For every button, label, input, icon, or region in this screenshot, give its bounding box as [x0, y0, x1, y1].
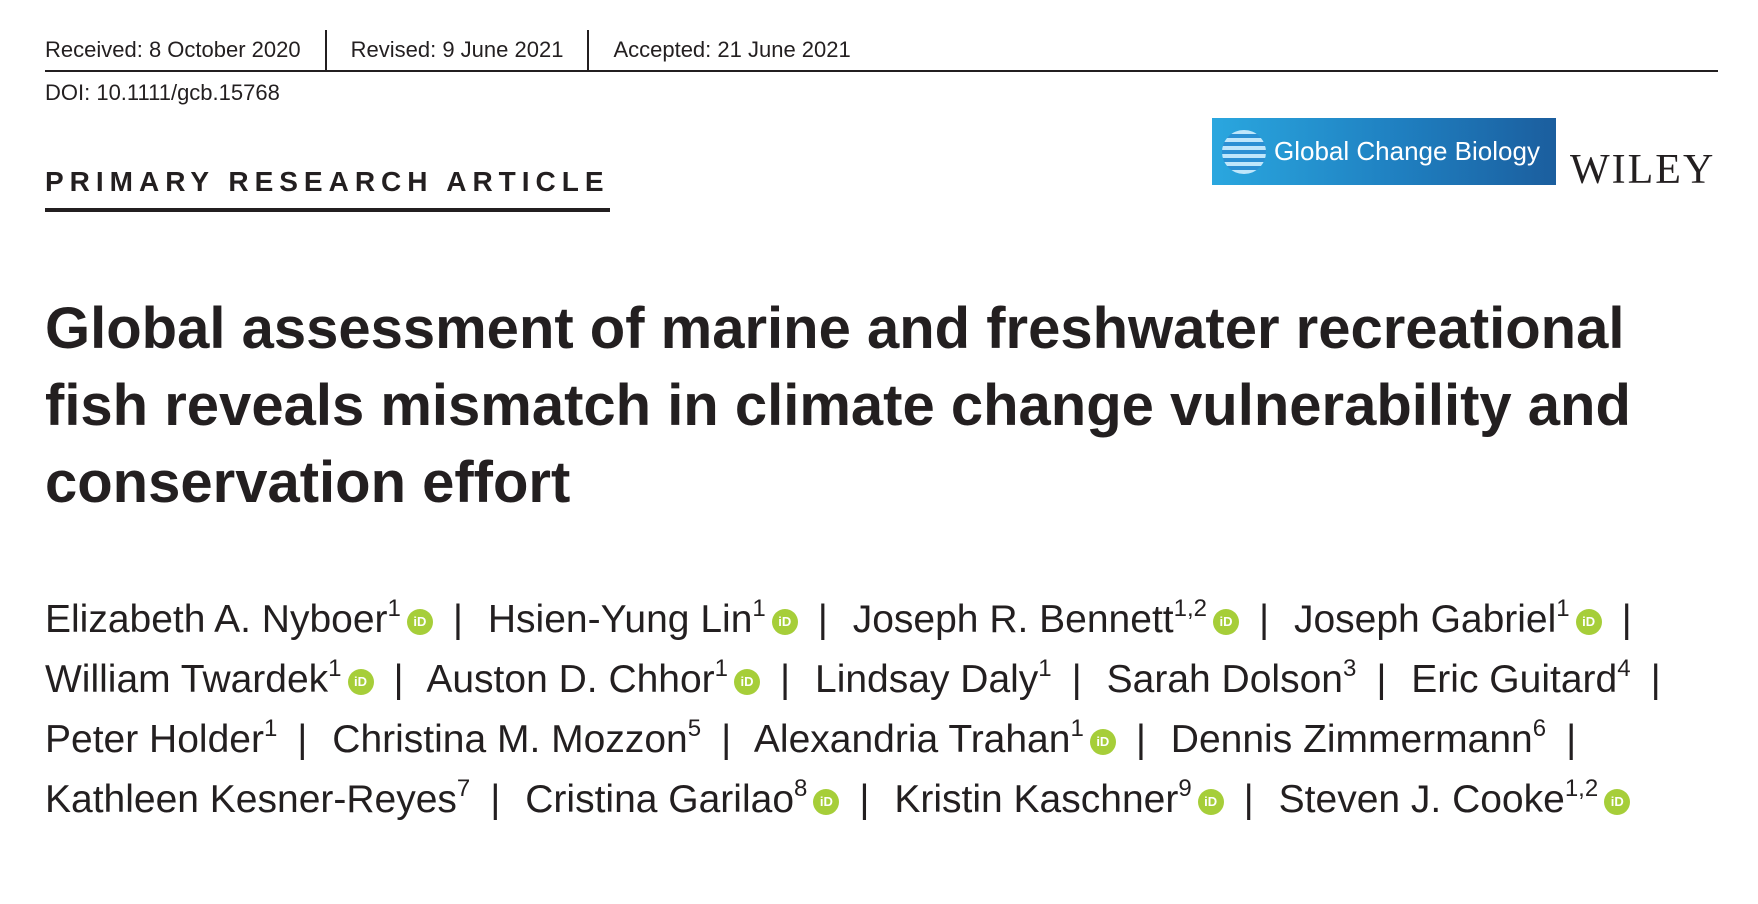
author-separator: |: [1621, 598, 1632, 641]
author-name: Christina M. Mozzon: [332, 718, 688, 761]
author-name: Dennis Zimmermann: [1170, 718, 1533, 761]
affiliation-number: 5: [687, 715, 702, 742]
author[interactable]: Alexandria Trahan1 iD: [753, 715, 1116, 761]
orcid-icon[interactable]: iD: [734, 668, 761, 695]
author-name: Lindsay Daly: [815, 658, 1039, 701]
author[interactable]: Cristina Garilao8 iD: [525, 775, 840, 821]
author-name: Eric Guitard: [1411, 658, 1618, 701]
affiliation-number: 6: [1532, 715, 1547, 742]
orcid-icon[interactable]: iD: [1089, 728, 1116, 755]
affiliation-number: 1: [387, 595, 401, 622]
author-separator: |: [1243, 778, 1254, 821]
author-separator: |: [817, 598, 828, 641]
affiliation-number: 8: [794, 775, 808, 802]
affiliation-number: 1: [1556, 595, 1570, 622]
author-name: Kathleen Kesner-Reyes: [45, 778, 457, 821]
author-name: Alexandria Trahan: [753, 718, 1071, 761]
orcid-icon[interactable]: iD: [406, 608, 433, 635]
author-name: Kristin Kaschner: [894, 778, 1179, 821]
author-separator: |: [1650, 658, 1661, 701]
affiliation-number: 1: [328, 655, 342, 682]
author[interactable]: Elizabeth A. Nyboer1 iD: [45, 595, 433, 641]
affiliation-number: 1: [1070, 715, 1084, 742]
author-name: Auston D. Chhor: [426, 658, 715, 701]
author[interactable]: Joseph Gabriel1 iD: [1293, 595, 1602, 641]
author-separator: |: [297, 718, 308, 761]
author-name: Joseph Gabriel: [1293, 598, 1557, 641]
author-name: Peter Holder: [45, 718, 264, 761]
author[interactable]: Dennis Zimmermann6: [1170, 715, 1547, 762]
orcid-icon[interactable]: iD: [1604, 788, 1631, 815]
affiliation-number: 9: [1178, 775, 1192, 802]
affiliation-number: 1: [263, 715, 278, 742]
affiliation-number: 4: [1617, 655, 1631, 682]
orcid-icon[interactable]: iD: [347, 668, 374, 695]
author-separator: |: [1566, 718, 1577, 761]
orcid-icon[interactable]: iD: [1197, 788, 1224, 815]
affiliation-number: 7: [456, 775, 471, 802]
affiliation-number: 3: [1342, 655, 1357, 682]
author-separator: |: [859, 778, 870, 821]
author[interactable]: Joseph R. Bennett1,2 iD: [852, 595, 1239, 641]
accepted-date: Accepted: 21 June 2021: [613, 37, 851, 62]
publisher-logo: WILEY: [1570, 147, 1716, 193]
author[interactable]: Peter Holder1: [45, 715, 278, 762]
orcid-icon[interactable]: iD: [1212, 608, 1239, 635]
author[interactable]: Hsien-Yung Lin1 iD: [487, 595, 798, 641]
article-type: PRIMARY RESEARCH ARTICLE: [45, 166, 610, 212]
author-separator: |: [1135, 718, 1146, 761]
author[interactable]: Steven J. Cooke1,2 iD: [1278, 775, 1631, 821]
author-list: Elizabeth A. Nyboer1 iD | Hsien-Yung Lin1 i…: [45, 590, 1735, 830]
author-separator: |: [780, 658, 791, 701]
author[interactable]: Kathleen Kesner-Reyes7: [45, 775, 471, 822]
author[interactable]: Eric Guitard4: [1411, 655, 1631, 702]
author-name: Steven J. Cooke: [1278, 778, 1565, 821]
author-name: Sarah Dolson: [1106, 658, 1343, 701]
journal-logo-text: Global Change Biology: [1274, 136, 1540, 166]
author[interactable]: William Twardek1 iD: [45, 655, 374, 701]
orcid-icon[interactable]: iD: [1575, 608, 1602, 635]
author-name: Hsien-Yung Lin: [487, 598, 753, 641]
author[interactable]: Lindsay Daly1: [815, 655, 1052, 702]
author-name: Elizabeth A. Nyboer: [45, 598, 388, 641]
affiliation-number: 1: [752, 595, 766, 622]
doi[interactable]: DOI: 10.1111/gcb.15768: [45, 80, 280, 105]
date-divider: [587, 30, 590, 70]
author[interactable]: Sarah Dolson3: [1106, 655, 1357, 702]
received-date: Received: 8 October 2020: [45, 37, 301, 62]
author-separator: |: [490, 778, 501, 821]
affiliation-number: 1: [1038, 655, 1052, 682]
author-name: Joseph R. Bennett: [852, 598, 1174, 641]
author-separator: |: [393, 658, 404, 701]
globe-icon: [1222, 129, 1266, 174]
revised-date: Revised: 9 June 2021: [350, 37, 564, 62]
author[interactable]: Auston D. Chhor1 iD: [426, 655, 761, 701]
date-divider: [324, 30, 327, 70]
journal-logo: Global Change Biology: [1212, 118, 1556, 185]
orcid-icon[interactable]: iD: [813, 788, 840, 815]
author-separator: |: [721, 718, 732, 761]
affiliation-number: 1,2: [1564, 775, 1599, 802]
affiliation-number: 1,2: [1173, 595, 1207, 622]
author-name: William Twardek: [45, 658, 329, 701]
author-separator: |: [1258, 598, 1270, 641]
author-separator: |: [452, 598, 464, 641]
orcid-icon[interactable]: iD: [771, 608, 798, 635]
article-dates: Received: 8 October 2020 Revised: 9 June…: [45, 30, 1718, 72]
author[interactable]: Christina M. Mozzon5: [332, 715, 702, 762]
author[interactable]: Kristin Kaschner9 iD: [894, 775, 1224, 821]
author-separator: |: [1071, 658, 1082, 701]
article-title: Global assessment of marine and freshwat…: [45, 296, 1631, 515]
author-separator: |: [1376, 658, 1387, 701]
affiliation-number: 1: [714, 655, 729, 682]
author-name: Cristina Garilao: [525, 778, 795, 821]
